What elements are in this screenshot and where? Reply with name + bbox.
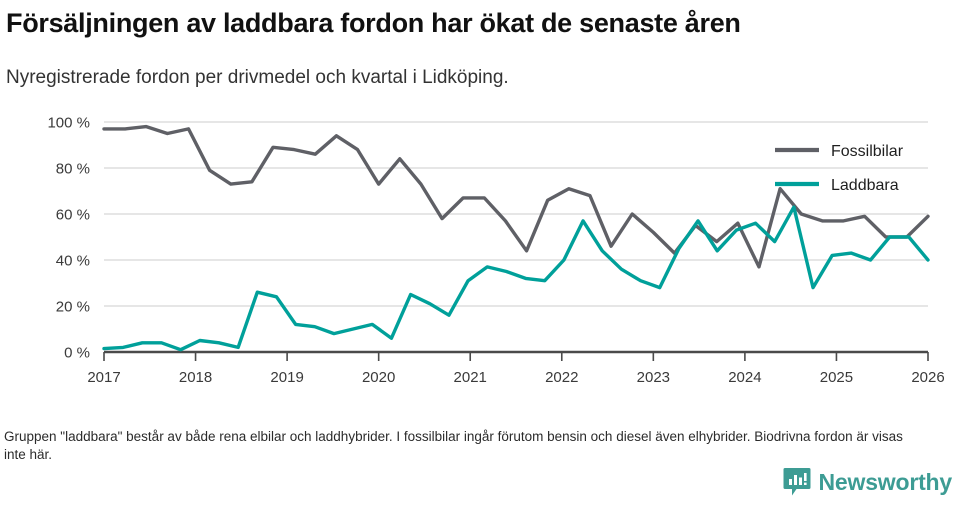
svg-text:Fossilbilar: Fossilbilar — [831, 143, 904, 160]
svg-text:2022: 2022 — [545, 369, 578, 386]
chart-y-axis-labels: 0 % 20 % 40 % 60 % 80 % 100 % — [47, 115, 90, 362]
svg-text:2018: 2018 — [179, 369, 212, 386]
svg-text:2020: 2020 — [362, 369, 395, 386]
svg-text:2021: 2021 — [454, 369, 487, 386]
svg-text:20 %: 20 % — [56, 299, 90, 316]
svg-text:40 %: 40 % — [56, 253, 90, 270]
svg-text:2026: 2026 — [911, 369, 944, 386]
page-title: Försäljningen av laddbara fordon har öka… — [6, 8, 741, 38]
svg-text:2025: 2025 — [820, 369, 853, 386]
chart-x-axis-labels: 2017 2018 2019 2020 2021 2022 2023 2024 2025 2026 — [87, 369, 944, 386]
chart-series-lines — [102, 124, 930, 352]
chart-gridlines — [104, 121, 928, 307]
line-chart: 0 % 20 % 40 % 60 % 80 % 100 % 2017 2018 2019 202… — [47, 115, 944, 387]
chart-legend: Fossilbilar Laddbara — [775, 143, 904, 194]
svg-text:0 %: 0 % — [64, 345, 90, 362]
svg-text:2017: 2017 — [87, 369, 120, 386]
svg-text:80 %: 80 % — [56, 161, 90, 178]
svg-text:2024: 2024 — [728, 369, 761, 386]
svg-text:2023: 2023 — [637, 369, 670, 386]
bar-chart-speech-bubble-icon — [783, 468, 811, 496]
svg-text:100 %: 100 % — [47, 115, 90, 132]
logo-wordmark: Newsworthy — [818, 469, 953, 495]
chart-plot-area: 0 % 20 % 40 % 60 % 80 % 100 % 2017 2018 2019 202… — [0, 108, 960, 398]
svg-text:Laddbara: Laddbara — [831, 177, 899, 194]
svg-text:60 %: 60 % — [56, 207, 90, 224]
chart-x-tick-marks — [103, 352, 929, 361]
chart-footnote: Gruppen "laddbara" består av både rena e… — [4, 429, 903, 462]
newsworthy-logo: Newsworthy — [783, 467, 952, 497]
page-subtitle: Nyregistrerade fordon per drivmedel och … — [6, 67, 509, 88]
svg-text:2019: 2019 — [270, 369, 303, 386]
